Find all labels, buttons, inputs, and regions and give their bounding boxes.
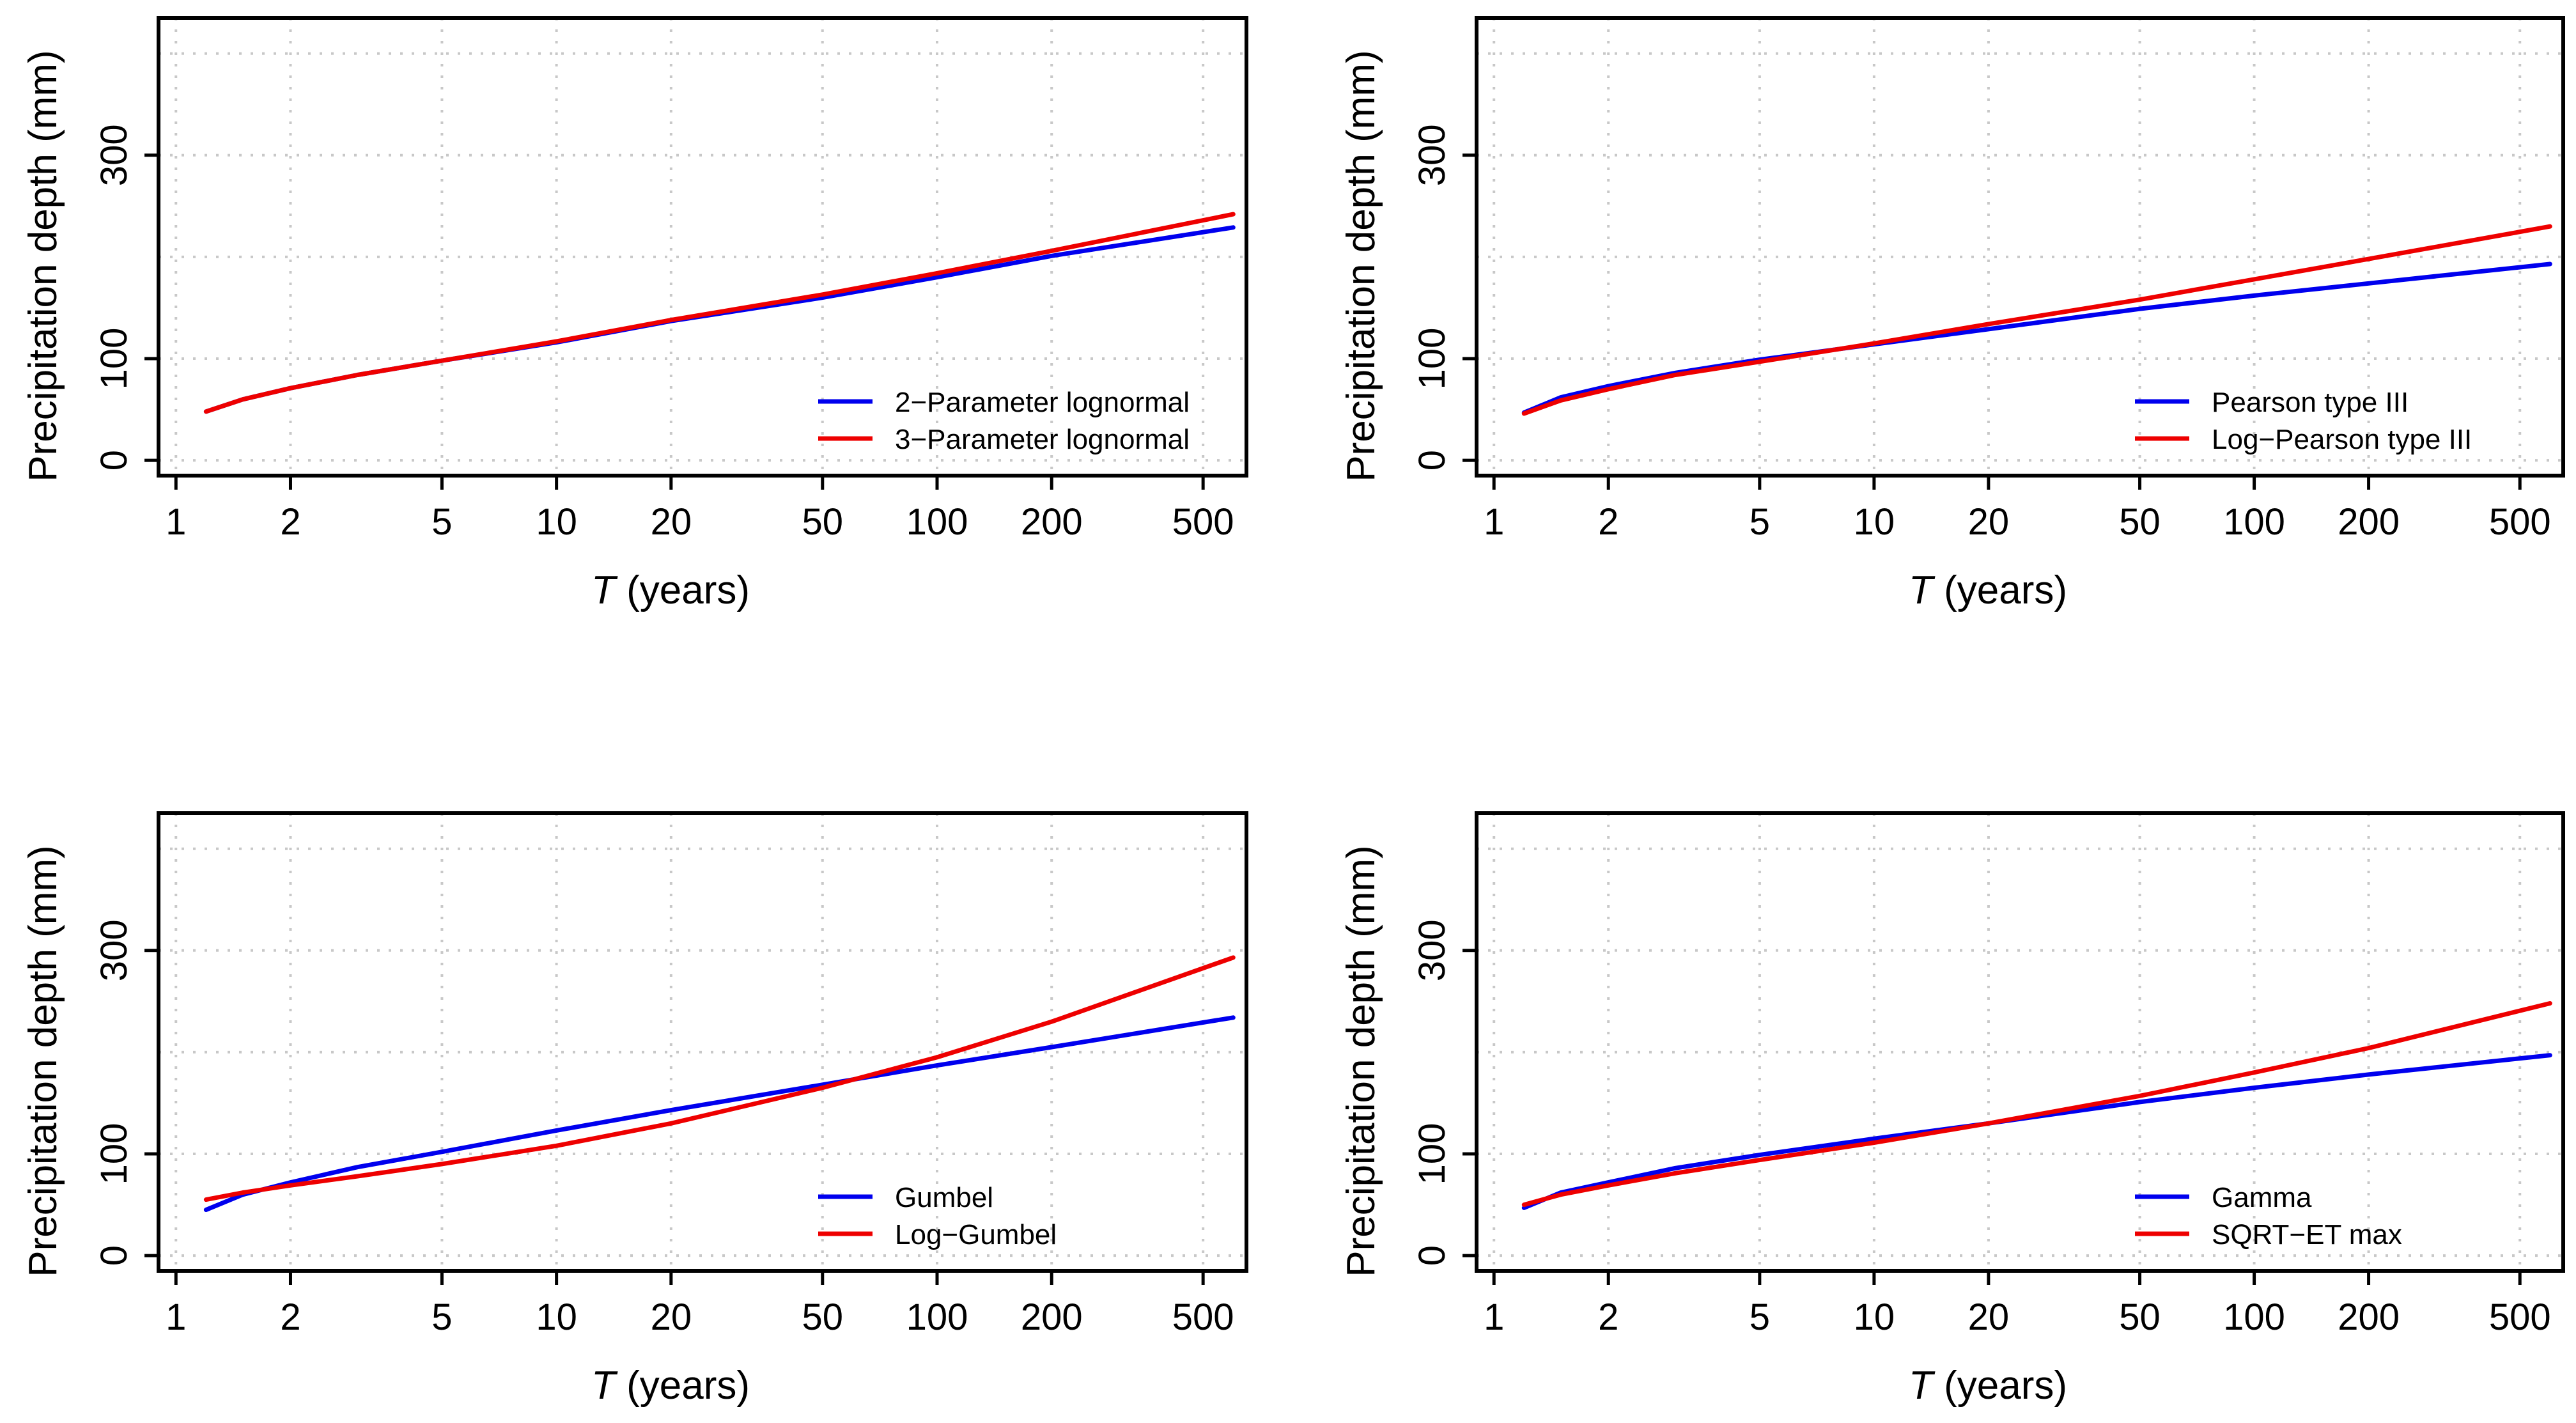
chart-panel-bottom-left: 1 2 5 10 20 50 100 200 500 0 100 300 T (years) Precip… [21, 811, 1248, 1408]
y-tick-label: 100 [1411, 328, 1453, 390]
x-tick-label: 100 [2223, 1296, 2285, 1338]
x-tick-label: 10 [1854, 501, 1895, 543]
x-tick-label: 20 [1968, 1296, 2010, 1338]
x-tick-label: 1 [1484, 501, 1504, 543]
x-tick-label: 2 [1598, 501, 1618, 543]
x-tick-label: 10 [1854, 1296, 1895, 1338]
x-tick-label: 200 [1021, 501, 1083, 543]
x-tick-label: 100 [906, 1296, 968, 1338]
x-tick-label: 200 [1021, 1296, 1083, 1338]
x-tick-label: 500 [1172, 501, 1234, 543]
series-line-2 [203, 955, 1236, 1202]
legend-label: Gamma [2212, 1182, 2312, 1213]
y-tick-label: 300 [1411, 124, 1453, 186]
y-tick-label: 0 [93, 450, 135, 470]
x-tick-label: 20 [651, 501, 692, 543]
x-axis-title: T (years) [591, 568, 750, 612]
x-tick-label: 50 [2119, 501, 2161, 543]
x-axis-title-symbol: T [591, 568, 618, 612]
y-axis-title: Precipitation depth (mm) [1339, 845, 1383, 1277]
y-tick-label: 0 [93, 1245, 135, 1266]
legend-label: Log−Gumbel [895, 1219, 1057, 1250]
legend: Pearson type III Log−Pearson type III [2135, 387, 2472, 455]
x-tick-label: 10 [536, 1296, 577, 1338]
x-tick-label: 2 [1598, 1296, 1618, 1338]
x-axis-title: T (years) [1909, 568, 2067, 612]
x-tick-label: 200 [2338, 1296, 2400, 1338]
x-tick-label: 20 [1968, 501, 2010, 543]
x-tick-label: 5 [431, 1296, 452, 1338]
y-axis-title: Precipitation depth (mm) [1339, 50, 1383, 481]
legend: Gumbel Log−Gumbel [818, 1182, 1057, 1250]
x-axis-title-symbol: T [1909, 1364, 1936, 1408]
x-tick-label: 1 [166, 1296, 186, 1338]
x-axis-title-symbol: T [1909, 568, 1936, 612]
x-axis-title: T (years) [1909, 1364, 2067, 1408]
x-tick-label: 20 [651, 1296, 692, 1338]
legend-label: 3−Parameter lognormal [895, 424, 1190, 455]
x-tick-label: 2 [280, 501, 300, 543]
x-tick-label: 50 [802, 1296, 844, 1338]
x-axis-title-unit: (years) [616, 568, 750, 612]
y-tick-label: 0 [1411, 450, 1453, 470]
chart-panel-top-left: 1 2 5 10 20 50 100 200 500 0 100 300 T (years) Precip… [21, 16, 1248, 612]
legend-label: Log−Pearson type III [2212, 424, 2472, 455]
series-line-1 [1521, 1053, 2552, 1210]
x-tick-label: 500 [2489, 1296, 2551, 1338]
x-tick-label: 10 [536, 501, 577, 543]
plot-frame [1475, 811, 2565, 1273]
x-axis-title-unit: (years) [616, 1364, 750, 1408]
x-tick-label: 5 [1750, 1296, 1770, 1338]
y-tick-label: 100 [93, 1123, 135, 1185]
y-axis-title: Precipitation depth (mm) [21, 50, 65, 481]
y-tick-label: 300 [93, 124, 135, 186]
x-tick-label: 500 [1172, 1296, 1234, 1338]
x-axis-title-symbol: T [591, 1364, 618, 1408]
plot-frame [157, 16, 1248, 478]
y-tick-label: 100 [93, 328, 135, 390]
y-tick-label: 300 [1411, 919, 1453, 981]
legend: 2−Parameter lognormal 3−Parameter lognorm… [818, 387, 1190, 455]
chart-panel-top-right: 1 2 5 10 20 50 100 200 500 0 100 300 T (years) Precip… [1339, 16, 2565, 612]
series-line-2 [1521, 1001, 2552, 1208]
chart-panel-bottom-right: 1 2 5 10 20 50 100 200 500 0 100 300 T (years) Precip… [1339, 811, 2565, 1408]
legend-label: Pearson type III [2212, 387, 2409, 418]
x-tick-label: 2 [280, 1296, 300, 1338]
x-tick-label: 50 [802, 501, 844, 543]
x-tick-label: 100 [2223, 501, 2285, 543]
y-tick-label: 0 [1411, 1245, 1453, 1266]
x-tick-label: 1 [1484, 1296, 1504, 1338]
x-axis-title-unit: (years) [1933, 568, 2067, 612]
x-tick-label: 50 [2119, 1296, 2161, 1338]
series-line-2 [1521, 224, 2552, 416]
series-line-1 [203, 225, 1236, 414]
legend-label: Gumbel [895, 1182, 993, 1213]
x-axis-title: T (years) [591, 1364, 750, 1408]
legend-label: SQRT−ET max [2212, 1219, 2402, 1250]
x-tick-label: 5 [1750, 501, 1770, 543]
plot-frame [1475, 16, 2565, 478]
series-line-2 [203, 212, 1236, 414]
legend: Gamma SQRT−ET max [2135, 1182, 2402, 1250]
x-axis-title-unit: (years) [1933, 1364, 2067, 1408]
x-tick-label: 5 [431, 501, 452, 543]
gridlines [1477, 813, 2563, 1271]
plot-frame [157, 811, 1248, 1273]
y-tick-label: 100 [1411, 1123, 1453, 1185]
y-tick-label: 300 [93, 919, 135, 981]
y-axis-title: Precipitation depth (mm) [21, 845, 65, 1277]
x-tick-label: 200 [2338, 501, 2400, 543]
legend-label: 2−Parameter lognormal [895, 387, 1190, 418]
x-tick-label: 1 [166, 501, 186, 543]
x-tick-label: 100 [906, 501, 968, 543]
x-tick-label: 500 [2489, 501, 2551, 543]
